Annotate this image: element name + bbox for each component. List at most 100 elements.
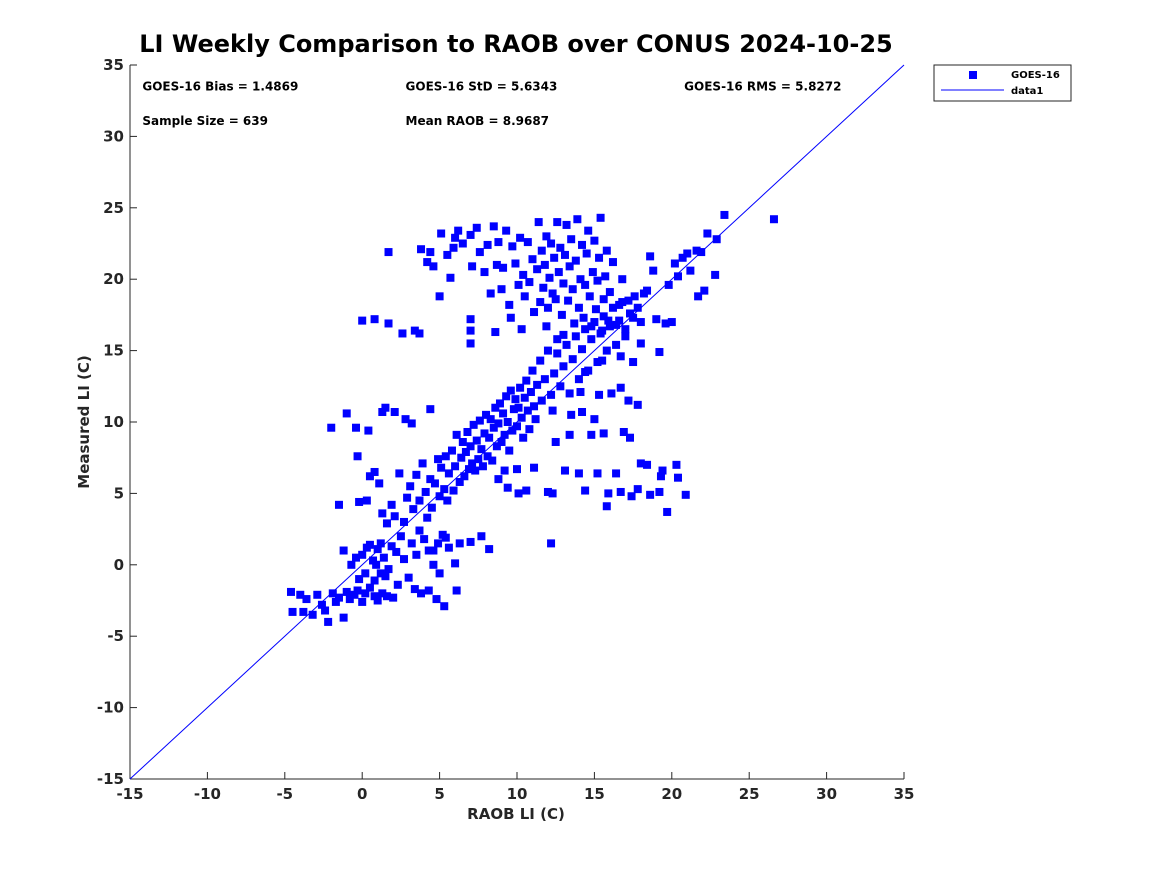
data-point bbox=[384, 319, 393, 328]
data-point bbox=[703, 229, 712, 238]
data-point bbox=[595, 253, 604, 262]
data-point bbox=[692, 246, 701, 255]
data-point bbox=[491, 328, 500, 337]
data-point bbox=[393, 580, 402, 589]
data-point bbox=[578, 408, 587, 417]
data-point bbox=[396, 532, 405, 541]
data-point bbox=[449, 486, 458, 495]
data-point bbox=[381, 572, 390, 581]
data-point bbox=[649, 266, 658, 275]
data-point bbox=[497, 437, 506, 446]
data-point bbox=[378, 509, 387, 518]
data-point bbox=[570, 319, 579, 328]
data-point bbox=[331, 597, 340, 606]
data-point bbox=[694, 292, 703, 301]
data-point bbox=[578, 345, 587, 354]
data-point bbox=[429, 560, 438, 569]
data-point bbox=[593, 276, 602, 285]
data-point bbox=[350, 590, 359, 599]
data-point bbox=[543, 487, 552, 496]
data-point bbox=[556, 382, 565, 391]
data-point bbox=[466, 315, 475, 324]
data-point bbox=[720, 210, 729, 219]
y-tick-label: 25 bbox=[103, 199, 124, 217]
data-point bbox=[339, 546, 348, 555]
data-point bbox=[352, 553, 361, 562]
data-point bbox=[471, 466, 480, 475]
data-point bbox=[587, 430, 596, 439]
data-point bbox=[568, 285, 577, 294]
data-point bbox=[646, 490, 655, 499]
data-point bbox=[455, 539, 464, 548]
data-point bbox=[441, 533, 450, 542]
data-point bbox=[395, 469, 404, 478]
data-point bbox=[491, 403, 500, 412]
data-point bbox=[398, 329, 407, 338]
data-point bbox=[468, 262, 477, 271]
data-point bbox=[629, 358, 638, 367]
data-point bbox=[452, 430, 461, 439]
data-point bbox=[503, 418, 512, 426]
data-point bbox=[358, 316, 367, 325]
x-tick-label: -15 bbox=[116, 785, 143, 803]
data-point bbox=[465, 465, 474, 474]
data-point bbox=[506, 313, 515, 322]
data-point bbox=[530, 308, 539, 317]
data-point bbox=[542, 232, 551, 241]
data-point bbox=[636, 459, 645, 468]
data-point bbox=[655, 487, 664, 496]
data-point bbox=[313, 590, 322, 599]
data-point bbox=[370, 315, 379, 324]
data-point bbox=[596, 213, 605, 222]
data-point bbox=[477, 532, 486, 541]
data-point bbox=[560, 250, 569, 259]
data-point bbox=[407, 539, 416, 548]
data-point bbox=[429, 262, 438, 271]
y-tick-label: 15 bbox=[103, 342, 124, 360]
data-point bbox=[593, 469, 602, 478]
data-point bbox=[317, 600, 326, 609]
data-point bbox=[472, 436, 481, 445]
data-point bbox=[474, 455, 483, 464]
data-point bbox=[342, 587, 351, 596]
data-point bbox=[686, 266, 695, 275]
data-point bbox=[365, 583, 374, 592]
data1-line bbox=[129, 64, 905, 780]
data-point bbox=[441, 452, 450, 461]
data-point bbox=[435, 292, 444, 301]
data-point bbox=[435, 569, 444, 578]
data-point bbox=[407, 419, 416, 428]
data-point bbox=[494, 475, 503, 484]
data-point bbox=[636, 339, 645, 348]
data-point bbox=[517, 413, 526, 422]
data-point bbox=[513, 422, 521, 431]
data-point bbox=[390, 408, 399, 417]
data-point bbox=[513, 465, 521, 474]
data-point bbox=[483, 240, 492, 249]
x-tick-label: 15 bbox=[584, 785, 605, 803]
data-point bbox=[437, 463, 446, 472]
data-point bbox=[500, 466, 509, 475]
data-point bbox=[302, 595, 311, 604]
data-point bbox=[621, 325, 630, 334]
data-point bbox=[514, 403, 523, 412]
data-point bbox=[412, 550, 421, 559]
data-point bbox=[700, 286, 709, 295]
data-point bbox=[485, 545, 494, 554]
data-point bbox=[296, 590, 305, 599]
y-tick-label: 35 bbox=[103, 56, 124, 74]
data-point bbox=[553, 349, 562, 358]
data-point bbox=[608, 258, 617, 267]
data-point bbox=[376, 539, 385, 548]
data-point bbox=[712, 235, 721, 244]
data-point bbox=[463, 427, 472, 436]
data-point bbox=[509, 405, 518, 414]
y-axis-ticks: -15 -10 -5 0 5 10 15 20 25 30 35 bbox=[97, 56, 137, 788]
data-point bbox=[446, 273, 455, 282]
y-tick-label: -10 bbox=[97, 699, 124, 717]
data-point bbox=[604, 489, 613, 498]
data-point bbox=[574, 469, 583, 478]
data-point bbox=[347, 560, 356, 569]
data-point bbox=[321, 606, 330, 615]
